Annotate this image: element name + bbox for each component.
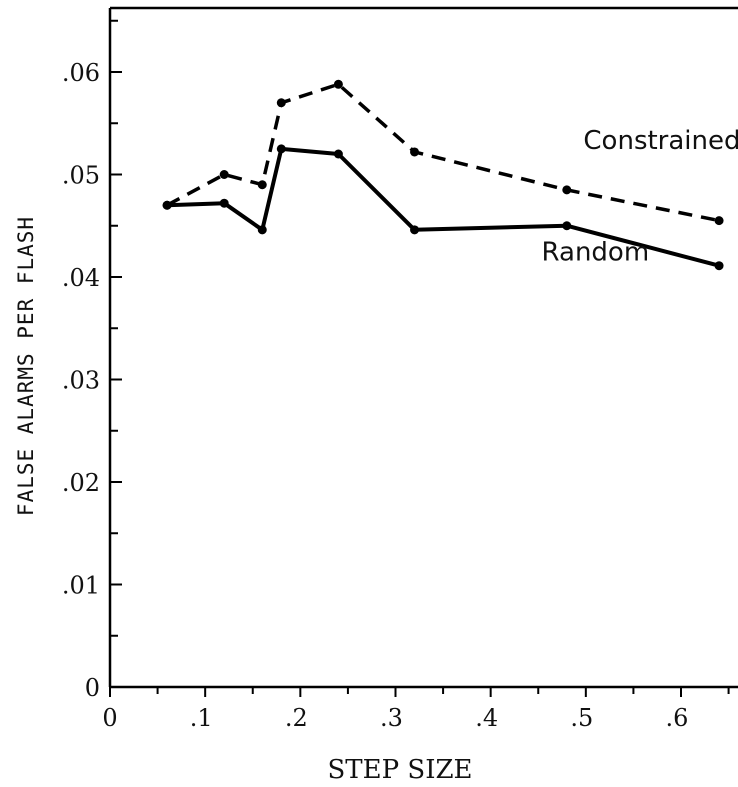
x-tick-label: .3 [380, 704, 403, 732]
x-axis-label: STEP SIZE [327, 755, 472, 785]
data-point-constrained [410, 147, 420, 157]
data-point-random [219, 198, 229, 208]
data-point-random [257, 225, 267, 235]
data-point-constrained [257, 180, 267, 190]
x-tick-label: .4 [475, 704, 498, 732]
series-line-constrained [166, 82, 720, 223]
series-label-random: Random [542, 238, 650, 268]
tick-labels: 0 .01 .02 .03 .04 .05 .06 0 .1 .2 .3 .4 .5 .6 [62, 59, 689, 732]
data-point-random [714, 261, 724, 271]
x-tick-label: .2 [285, 704, 308, 732]
series-line-random [167, 146, 720, 268]
data-point-random [410, 225, 420, 235]
x-tick-label: .1 [190, 704, 213, 732]
y-tick-label: .02 [62, 469, 100, 497]
y-axis-label: FALSE ALARMS PER FLASH [14, 216, 38, 516]
data-point-constrained [714, 216, 724, 226]
data-point-constrained [333, 79, 343, 89]
axes [108, 6, 738, 689]
series-label-constrained: Constrained [583, 126, 738, 156]
y-tick-label: .06 [62, 59, 100, 87]
y-tick-label: .03 [62, 367, 100, 395]
data-point-random [276, 144, 286, 154]
x-tick-label: 0 [102, 704, 117, 732]
data-point-constrained [276, 98, 286, 108]
series-labels: Random Constrained [542, 126, 738, 268]
y-tick-label: .05 [62, 162, 100, 190]
data-point-random [562, 221, 572, 231]
data-point-constrained [162, 200, 172, 210]
x-tick-label: .6 [666, 704, 689, 732]
y-tick-label: .01 [62, 572, 100, 600]
x-tick-label: .5 [570, 704, 593, 732]
ticks [109, 19, 730, 697]
data-point-constrained [219, 170, 229, 179]
y-tick-label: .04 [62, 264, 100, 292]
data-point-random [333, 149, 343, 159]
y-tick-label: 0 [85, 674, 100, 702]
data-point-constrained [562, 185, 572, 195]
series-layer [162, 79, 724, 271]
